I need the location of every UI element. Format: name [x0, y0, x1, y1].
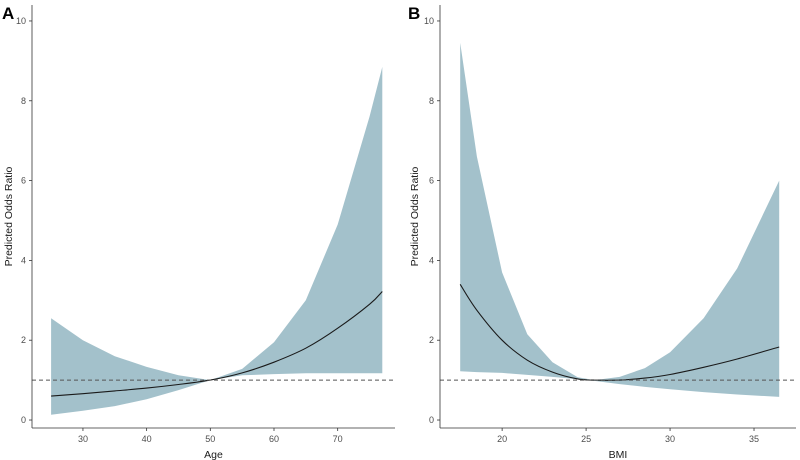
y-tick-label: 8	[429, 96, 434, 106]
x-tick-label: 60	[269, 434, 279, 444]
y-tick-label: 0	[429, 415, 434, 425]
estimate-curve	[51, 291, 383, 397]
panel-a: 0 2 4 6 8 10 30 40 50 60 70 Age Predicted Odds Ratio…	[2, 4, 395, 460]
y-tick-label: 4	[429, 255, 434, 265]
y-tick-label: 2	[21, 335, 26, 345]
x-tick-label: 20	[497, 434, 507, 444]
panel-b: 0 2 4 6 8 10 20 25 30 35 BMI Predicted Odds Ratio B	[408, 4, 796, 460]
y-axis-title: Predicted Odds Ratio	[3, 166, 15, 266]
panel-letter: A	[2, 4, 14, 23]
y-tick-label: 10	[424, 16, 434, 26]
x-tick-label: 30	[78, 434, 88, 444]
panel-letter: B	[408, 4, 420, 23]
x-tick-label: 25	[581, 434, 591, 444]
y-tick-label: 0	[21, 415, 26, 425]
y-tick-label: 8	[21, 96, 26, 106]
y-tick-label: 6	[429, 176, 434, 186]
x-tick-label: 40	[142, 434, 152, 444]
y-tick-label: 4	[21, 255, 26, 265]
y-axis-title: Predicted Odds Ratio	[409, 166, 421, 266]
x-axis-title: BMI	[609, 449, 628, 460]
y-tick-label: 10	[16, 16, 26, 26]
x-tick-label: 35	[749, 434, 759, 444]
x-tick-label: 70	[333, 434, 343, 444]
confidence-ribbon	[51, 66, 383, 415]
x-tick-label: 30	[665, 434, 675, 444]
x-tick-label: 50	[205, 434, 215, 444]
confidence-ribbon	[460, 42, 780, 397]
x-axis-title: Age	[204, 449, 223, 460]
y-tick-label: 6	[21, 176, 26, 186]
y-tick-label: 2	[429, 335, 434, 345]
